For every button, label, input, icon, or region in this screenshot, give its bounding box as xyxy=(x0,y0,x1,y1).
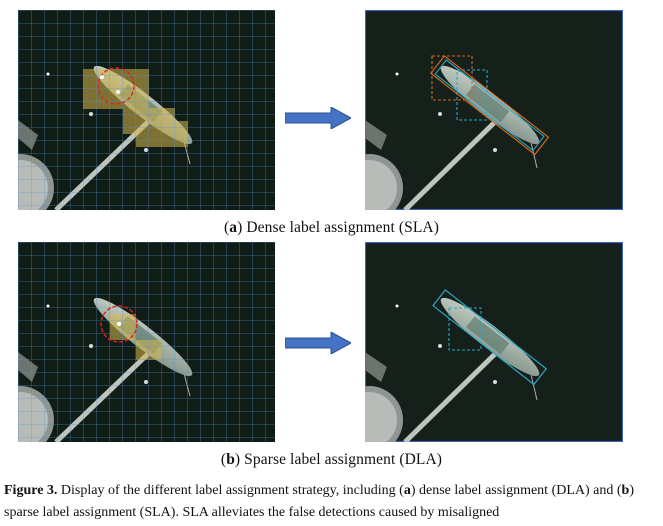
panel-a-dense-grid xyxy=(18,10,275,210)
subfigure-label-b: b xyxy=(226,451,235,468)
panel-b-sparse-grid xyxy=(18,242,275,442)
arrow-right-icon xyxy=(285,332,351,354)
panel-b-detection-result xyxy=(365,242,623,442)
arrow-right-icon xyxy=(285,107,351,129)
figure-caption: Figure 3. Display of the different label… xyxy=(4,483,635,520)
subfigure-caption-a: (a) Dense label assignment (SLA) xyxy=(224,219,439,236)
figure-label: Figure 3. xyxy=(4,483,58,498)
subfigure-label-a: a xyxy=(229,219,238,236)
panel-a-detection-result xyxy=(365,10,623,210)
subfigure-caption-b: (b) Sparse label assignment (DLA) xyxy=(220,451,443,468)
